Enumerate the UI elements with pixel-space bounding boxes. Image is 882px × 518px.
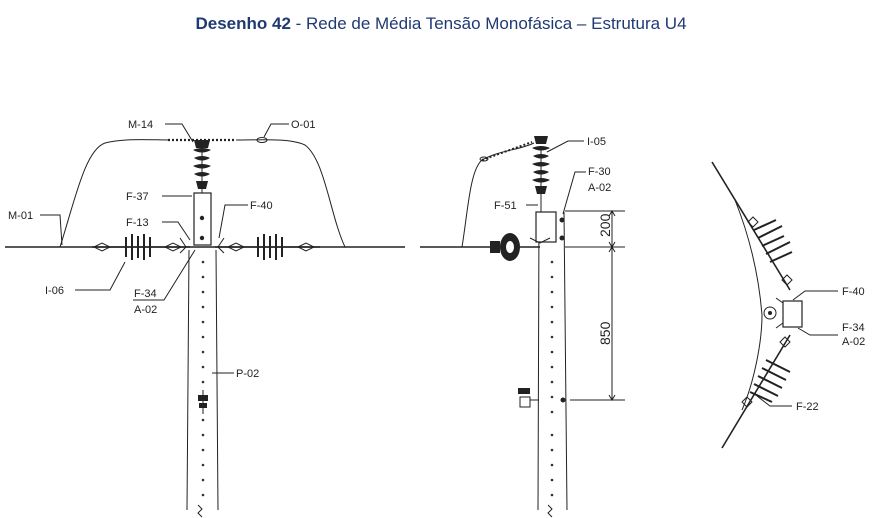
label-f34-top: F-34 — [842, 322, 865, 334]
front-jumper-right — [235, 139, 346, 248]
pole-pin-insulator — [198, 390, 208, 414]
side-jumper — [461, 142, 535, 248]
side-pin-insulator-low — [518, 388, 539, 408]
top-upper-insulator — [747, 216, 793, 286]
drawing-title: Desenho 42 - Rede de Média Tensão Monofá… — [0, 14, 882, 34]
front-pole — [186, 249, 219, 518]
dimension-lower: 850 — [597, 321, 613, 345]
side-strain-insulator-disk — [490, 233, 520, 261]
front-left-strain-insulator — [92, 234, 190, 260]
label-f34-front: F-34 — [134, 288, 157, 300]
top-conductor-lower — [721, 334, 791, 449]
label-m14: M-14 — [128, 119, 153, 131]
pole-holes — [201, 260, 205, 497]
front-view: M-14 O-01 F-37 M-01 F-13 F-40 I-06 F-34 … — [5, 119, 405, 518]
label-f30: F-30 — [588, 166, 611, 178]
label-p02: P-02 — [236, 368, 259, 380]
top-view: F-40 F-34 A-02 F-22 — [711, 161, 865, 449]
label-f22: F-22 — [796, 401, 819, 413]
label-f40-front: F-40 — [250, 200, 273, 212]
label-f40-top: F-40 — [842, 286, 865, 298]
side-pole-holes — [550, 260, 554, 497]
top-lower-insulator — [741, 336, 791, 408]
front-right-strain-insulator — [215, 234, 320, 260]
label-a02-front: A-02 — [134, 304, 157, 316]
label-m01: M-01 — [8, 210, 33, 222]
top-bracket — [782, 300, 803, 328]
front-jumper-left — [59, 139, 171, 248]
top-jumper — [734, 199, 763, 411]
front-top-insulator — [193, 140, 211, 193]
label-f37: F-37 — [126, 191, 149, 203]
side-view: 200 850 I-05 F-30 A-02 F-51 — [420, 136, 625, 518]
drawing-description: - Rede de Média Tensão Monofásica – Estr… — [290, 14, 687, 33]
dimension-upper: 200 — [597, 213, 613, 237]
label-a02-side: A-02 — [588, 182, 611, 194]
label-i06: I-06 — [45, 285, 64, 297]
top-pole-section — [763, 306, 777, 320]
dimension-lines: 200 850 — [565, 210, 625, 401]
label-i05: I-05 — [587, 136, 606, 148]
label-f13: F-13 — [126, 217, 149, 229]
label-a02-top: A-02 — [842, 336, 865, 348]
drawing-number: Desenho 42 — [195, 14, 291, 33]
label-o01: O-01 — [291, 119, 315, 131]
label-f51: F-51 — [494, 200, 517, 212]
top-conductor-upper — [711, 161, 791, 291]
